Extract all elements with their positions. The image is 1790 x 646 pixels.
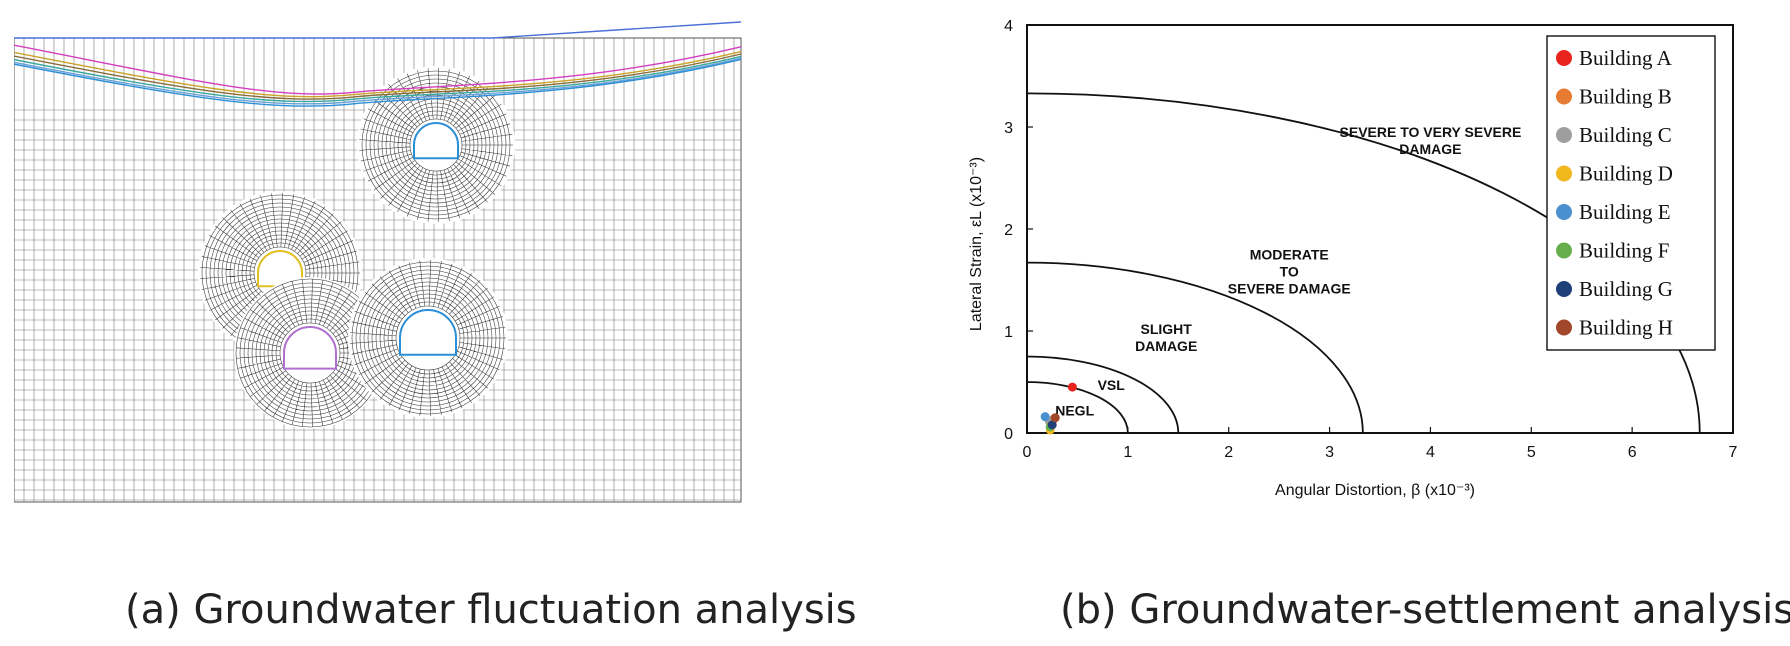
legend-label: Building D [1579, 162, 1673, 186]
x-tick-label: 5 [1527, 444, 1536, 461]
damage-boundary [1026, 381, 1129, 434]
groundwater-line [13, 44, 742, 95]
legend-marker [1556, 88, 1572, 105]
data-point [1047, 420, 1057, 430]
axis-ticks: 0 1 2 3 4 5 6 7 0 1 2 3 4 [1004, 18, 1737, 461]
zone-label-line: DAMAGE [1135, 338, 1197, 354]
legend-marker [1556, 165, 1572, 182]
building-points [1040, 382, 1077, 435]
zone-label-line: DAMAGE [1399, 141, 1461, 157]
tunnel-opening [257, 250, 303, 288]
groundwater-lines [13, 21, 742, 107]
axis-titles: Angular Distortion, β (x10⁻³) Lateral Str… [968, 157, 1475, 499]
data-point [1050, 413, 1060, 423]
damage-boundary [1026, 261, 1364, 434]
tunnel-opening [283, 326, 337, 370]
mesh-panel [13, 20, 854, 576]
legend-marker [1556, 281, 1572, 297]
zone-label: SEVERE TO VERY SEVERE DAMAGE [1340, 124, 1522, 157]
data-point [1040, 412, 1050, 422]
y-tick-label: 2 [1004, 222, 1013, 239]
y-tick-label: 1 [1004, 324, 1013, 341]
groundwater-line [13, 55, 742, 103]
legend-label: Building B [1579, 85, 1672, 109]
legend-label: Building H [1579, 316, 1673, 340]
tunnel-refined-mesh [198, 66, 515, 429]
tunnel-ring-mesh [350, 259, 506, 417]
zone-label-line: VSL [1098, 377, 1126, 393]
zone-label: VSL [1098, 377, 1126, 393]
groundwater-line [13, 57, 742, 105]
caption-b: (b) Groundwater-settlement analysis [1060, 587, 1790, 633]
zone-label: SLIGHT DAMAGE [1135, 321, 1197, 354]
zone-label-line: MODERATE [1250, 247, 1329, 263]
zone-label-line: TO [1280, 264, 1299, 280]
damage-boundaries [1026, 92, 1701, 434]
x-tick-label: 3 [1325, 444, 1334, 461]
damage-boundary [1026, 355, 1180, 434]
tunnel-opening [413, 122, 459, 160]
y-tick-label: 4 [1004, 18, 1013, 35]
legend-box [1546, 35, 1716, 351]
x-tick-label: 2 [1224, 444, 1233, 461]
x-tick-label: 0 [1023, 444, 1032, 461]
data-point [1067, 382, 1077, 392]
x-tick-label: 4 [1426, 444, 1435, 461]
fe-mesh-figure [13, 21, 742, 503]
chart-panel: NEGL VSL SLIGHT DAMAGE MODERATE TO SEVERE DAMA… [955, 18, 1785, 578]
zone-label-line: SEVERE TO VERY SEVERE [1340, 124, 1522, 140]
zone-label: MODERATE TO SEVERE DAMAGE [1228, 247, 1351, 297]
y-axis-title: Lateral Strain, εL (x10⁻³) [968, 157, 985, 331]
x-tick-label: 1 [1123, 444, 1132, 461]
x-tick-label: 6 [1628, 444, 1637, 461]
zone-label-line: SEVERE DAMAGE [1228, 281, 1351, 297]
x-tick-label: 7 [1729, 444, 1738, 461]
legend-marker [1556, 242, 1572, 259]
groundwater-line [14, 21, 742, 39]
legend-label: Building C [1579, 123, 1672, 147]
tunnel-opening [399, 309, 457, 356]
groundwater-line [13, 53, 742, 100]
damage-boundary [1026, 92, 1701, 434]
groundwater-line [13, 50, 742, 98]
legend: Building A Building B Building C Building D… [1546, 35, 1716, 351]
legend-label: Building F [1579, 239, 1669, 263]
y-tick-label: 0 [1004, 426, 1013, 443]
x-axis-title: Angular Distortion, β (x10⁻³) [1275, 482, 1475, 499]
caption-a: (a) Groundwater fluctuation analysis [125, 587, 857, 633]
legend-marker [1556, 319, 1572, 336]
legend-marker [1556, 127, 1572, 143]
y-tick-label: 3 [1004, 120, 1013, 137]
legend-label: Building A [1579, 46, 1673, 70]
legend-label: Building E [1579, 200, 1671, 224]
groundwater-line [13, 58, 742, 107]
legend-marker [1556, 204, 1572, 220]
legend-marker [1556, 50, 1572, 66]
zone-label-line: SLIGHT [1141, 321, 1193, 337]
zone-label: NEGL [1055, 403, 1094, 419]
legend-label: Building G [1579, 277, 1673, 301]
zone-label-line: NEGL [1055, 403, 1094, 419]
